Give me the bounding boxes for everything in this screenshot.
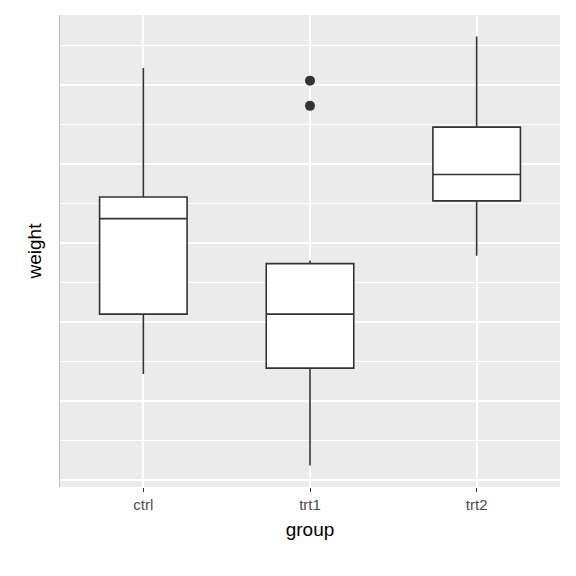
svg-text:group: group: [286, 519, 335, 540]
svg-text:trt1: trt1: [299, 496, 321, 513]
svg-text:trt2: trt2: [466, 496, 488, 513]
svg-text:ctrl: ctrl: [133, 496, 153, 513]
svg-text:weight: weight: [24, 223, 45, 280]
